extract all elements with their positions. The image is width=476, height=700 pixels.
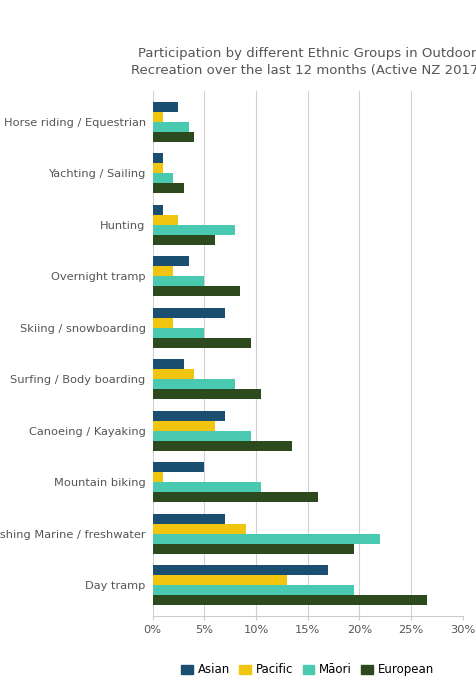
Bar (152, 308, 225, 318)
Bar (152, 514, 225, 524)
Bar (152, 359, 183, 369)
Bar (152, 565, 327, 575)
Bar (152, 276, 204, 286)
Bar (152, 112, 163, 122)
Title: Participation by different Ethnic Groups in Outdoor
Recreation over the last 12 : Participation by different Ethnic Groups… (131, 48, 476, 77)
Bar (152, 441, 291, 451)
Bar (152, 411, 225, 421)
Bar (152, 524, 245, 533)
Bar (152, 215, 178, 225)
Bar (152, 318, 173, 328)
Bar (152, 286, 240, 296)
Bar (152, 183, 183, 193)
Bar (152, 389, 261, 399)
Bar (152, 102, 178, 112)
Bar (152, 225, 235, 235)
Bar (152, 379, 235, 389)
Bar (152, 595, 426, 606)
Bar (152, 266, 173, 276)
Bar (152, 338, 250, 348)
Bar (152, 204, 163, 215)
Bar (152, 544, 353, 554)
Bar (152, 256, 188, 266)
Bar (152, 421, 214, 430)
Bar (152, 174, 173, 183)
Bar (152, 235, 214, 245)
Bar (152, 328, 204, 338)
Bar (152, 153, 163, 163)
Bar (152, 132, 194, 142)
Bar (152, 369, 194, 379)
Bar (152, 492, 317, 503)
Bar (152, 575, 287, 585)
Bar (152, 472, 163, 482)
Bar (152, 585, 353, 595)
Bar (152, 482, 261, 492)
Bar (152, 533, 379, 544)
Bar (152, 163, 163, 174)
Bar (152, 462, 204, 472)
Legend: Asian, Pacific, Māori, European: Asian, Pacific, Māori, European (176, 659, 438, 681)
Bar (152, 122, 188, 132)
Bar (152, 430, 250, 441)
